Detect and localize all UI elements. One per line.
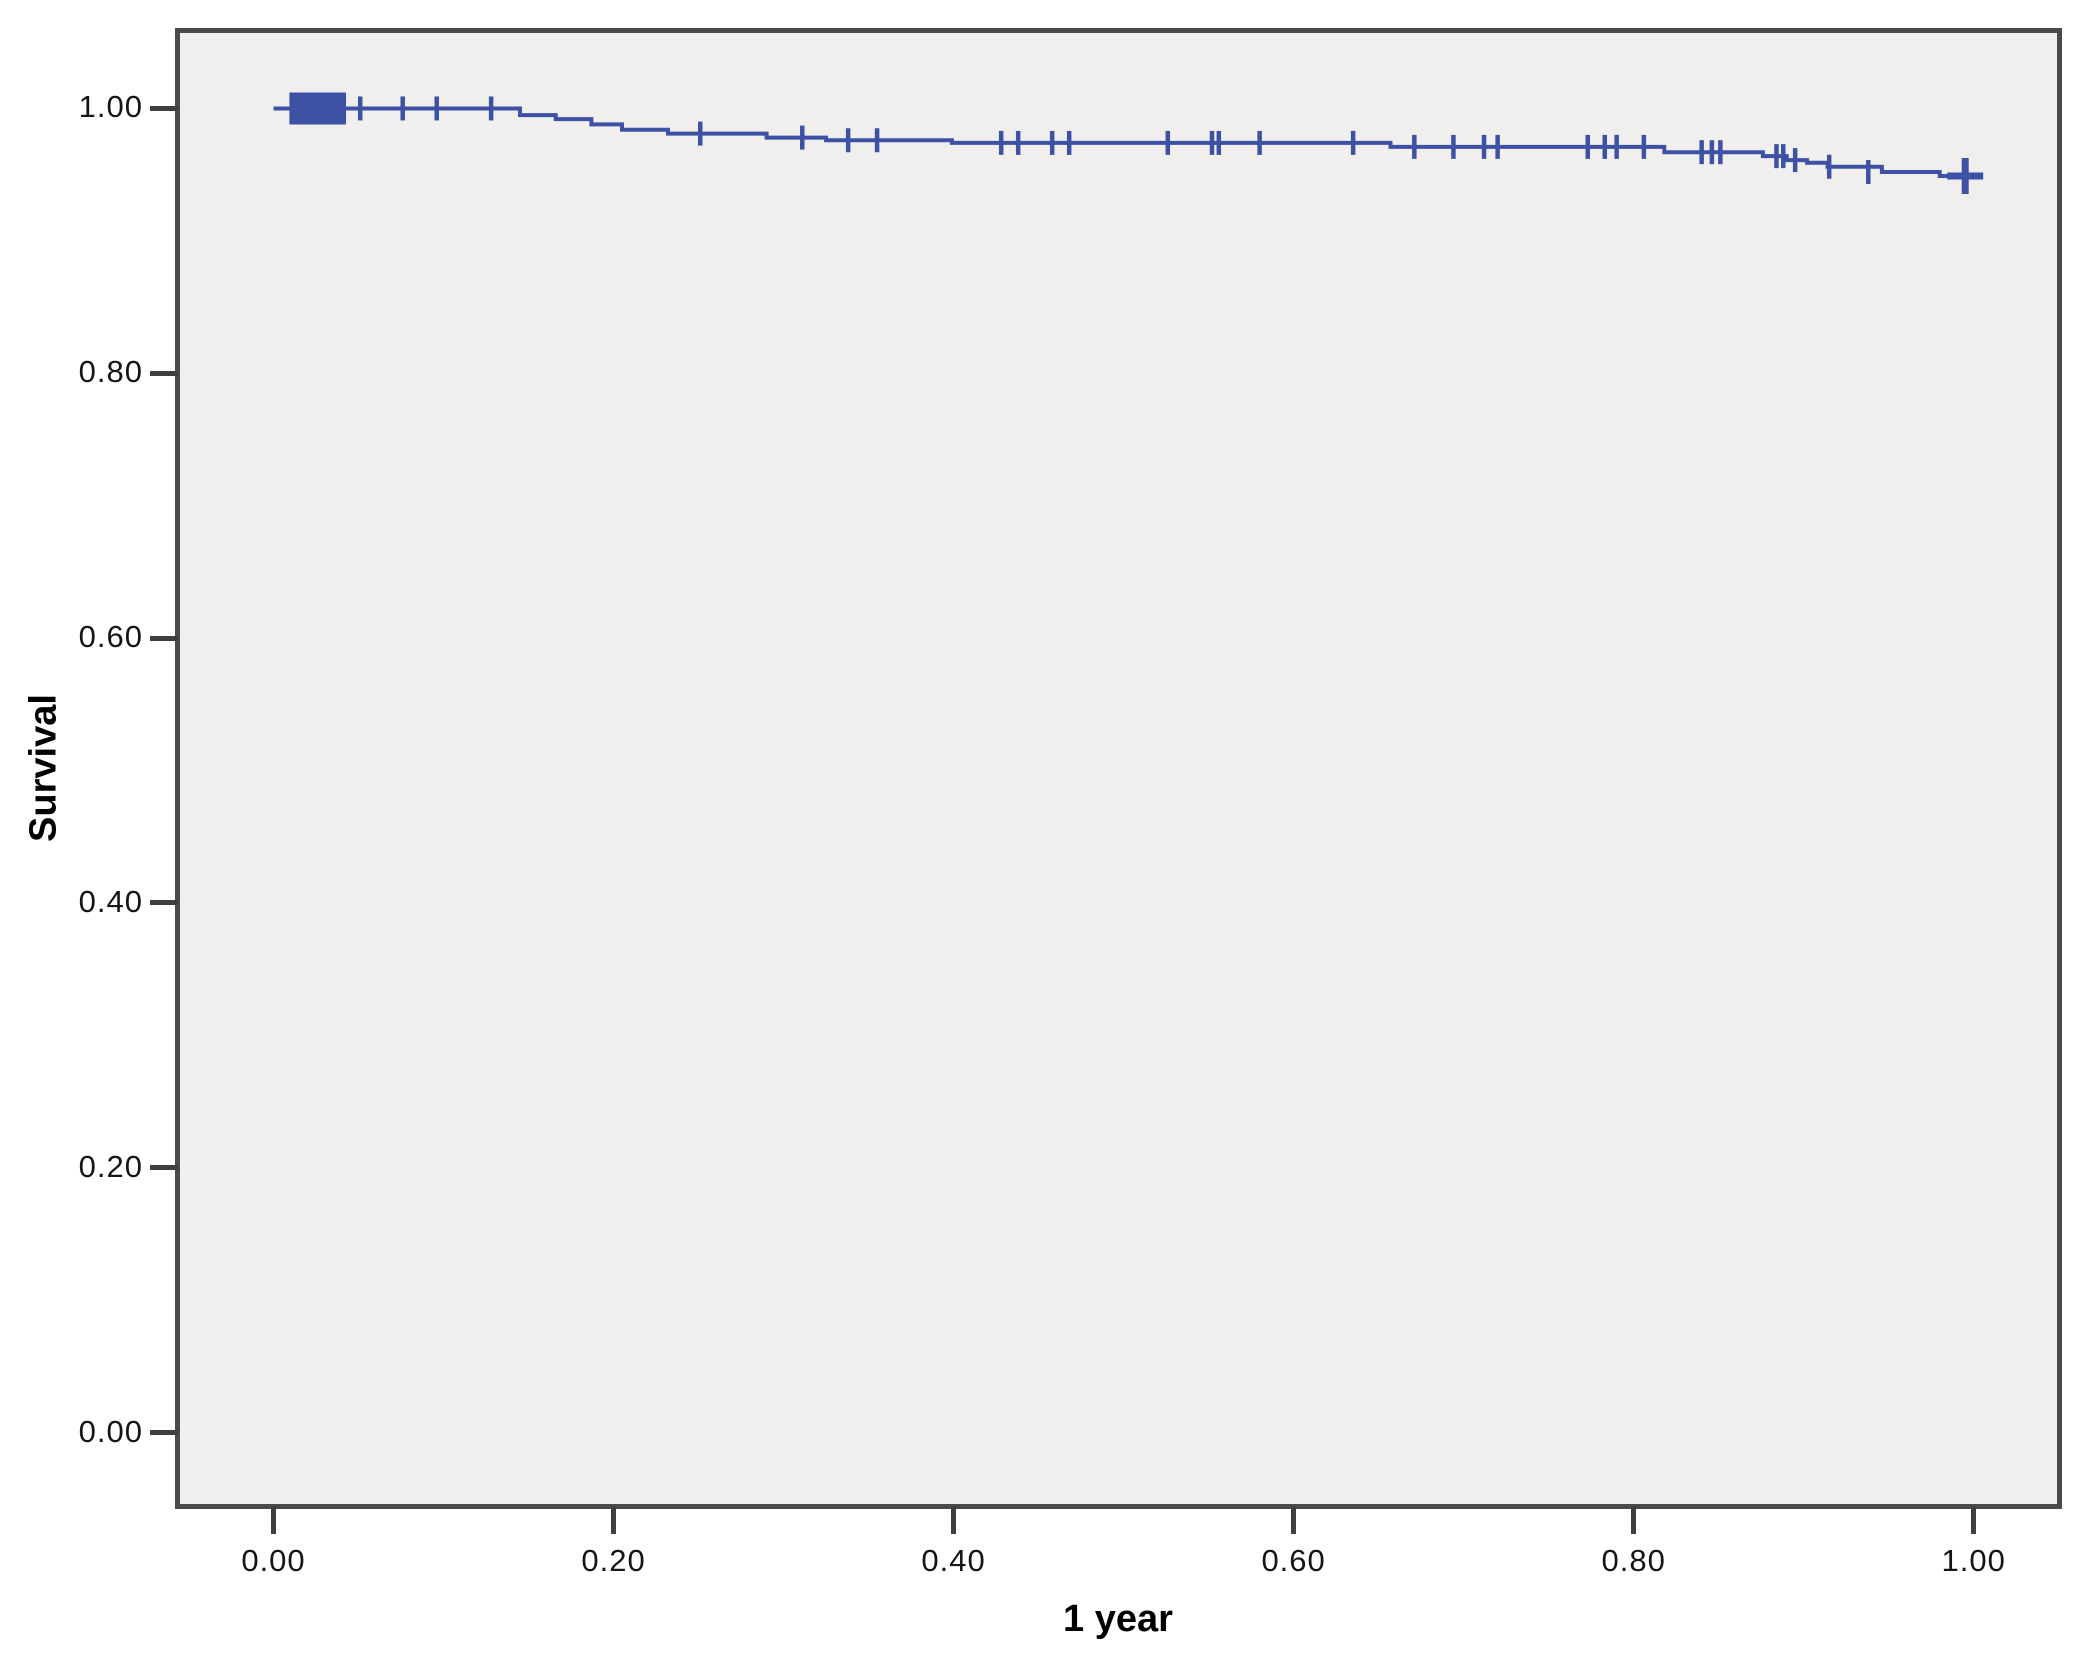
x-tick-mark — [271, 1506, 276, 1534]
x-tick-label: 1.00 — [1941, 1543, 2006, 1578]
survival-curve-canvas — [273, 92, 1984, 194]
y-tick-label: 0.20 — [78, 1148, 143, 1184]
y-tick-label: 0.40 — [78, 883, 143, 919]
y-tick-mark — [150, 1430, 178, 1435]
survival-step-line — [273, 106, 1979, 178]
x-tick-mark — [951, 1506, 957, 1534]
y-tick-mark — [150, 370, 178, 376]
x-tick-mark — [611, 1506, 617, 1534]
x-tick-label: 0.20 — [581, 1543, 646, 1578]
y-axis-title: Survival — [22, 694, 65, 842]
x-tick-mark — [1971, 1506, 1977, 1534]
y-tick-mark — [150, 1165, 178, 1171]
y-tick-mark — [150, 105, 178, 111]
x-tick-label: 0.80 — [1601, 1543, 1666, 1578]
y-tick-label: 0.00 — [78, 1413, 143, 1449]
x-axis-title: 1 year — [1063, 1598, 1173, 1640]
y-tick-mark — [150, 635, 178, 641]
plot-area — [175, 28, 2062, 1509]
x-tick-label: 0.60 — [1261, 1543, 1326, 1578]
x-tick-label: 0.40 — [921, 1543, 986, 1578]
x-tick-mark — [1631, 1506, 1637, 1534]
x-tick-mark — [1291, 1506, 1297, 1534]
x-tick-label: 0.00 — [241, 1543, 306, 1578]
y-tick-label: 0.60 — [78, 619, 143, 655]
y-tick-label: 0.80 — [78, 354, 143, 390]
y-tick-mark — [150, 900, 178, 906]
y-tick-label: 1.00 — [78, 89, 143, 125]
